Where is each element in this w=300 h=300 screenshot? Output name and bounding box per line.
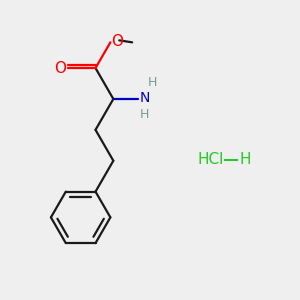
Text: H: H — [148, 76, 158, 89]
Text: H: H — [239, 152, 251, 167]
Text: O: O — [54, 61, 66, 76]
Text: N: N — [139, 91, 150, 105]
Text: H: H — [139, 108, 149, 121]
Text: O: O — [111, 34, 123, 49]
Text: HCl: HCl — [198, 152, 224, 167]
